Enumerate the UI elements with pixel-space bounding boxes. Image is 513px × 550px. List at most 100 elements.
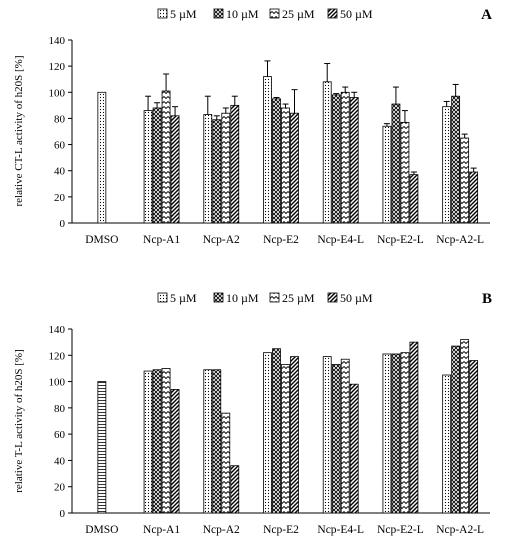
- legend: 5 µM 10 µM 25 µM 50 µM: [157, 291, 373, 305]
- bar-Ncp-E2-L-5 µM: [382, 125, 392, 224]
- legend-label: 10 µM: [226, 291, 259, 305]
- bar-Ncp-A1-5 µM: [143, 110, 153, 224]
- bar-Ncp-A2-L-50 µM: [469, 171, 479, 224]
- legend-label: 50 µM: [340, 291, 373, 305]
- panel-label: B: [482, 291, 492, 307]
- bar-DMSO-5 µM: [97, 91, 107, 224]
- bar-Ncp-A2-10 µM: [212, 369, 222, 514]
- legend-swatch: [269, 292, 280, 303]
- chart-panel-A: 0 20 40 60 80 100 120 140 relative CT-L activity…: [13, 7, 492, 246]
- bar-Ncp-A2-50 µM: [230, 465, 240, 514]
- y-tick-label: 0: [60, 508, 66, 520]
- bar-Ncp-E4-L-25 µM: [340, 91, 350, 224]
- bar-Ncp-A2-25 µM: [221, 112, 231, 224]
- bar-Ncp-A1-10 µM: [152, 107, 162, 224]
- bar-Ncp-E2-50 µM: [290, 356, 299, 514]
- bar-Ncp-A2-L-5 µM: [442, 106, 452, 224]
- y-tick-label: 80: [54, 113, 66, 125]
- bar-Ncp-A1-50 µM: [170, 115, 180, 224]
- bar-Ncp-E2-10 µM: [272, 348, 281, 514]
- y-tick-label: 120: [49, 350, 66, 362]
- x-tick-label: Ncp-A1: [143, 234, 180, 246]
- bar-Ncp-E4-L-10 µM: [331, 94, 341, 224]
- x-tick-label: DMSO: [85, 234, 118, 246]
- y-tick-label: 100: [49, 87, 66, 99]
- bar-Ncp-E4-L-10 µM: [331, 364, 341, 514]
- legend-swatch: [157, 292, 168, 303]
- bar-DMSO-5 µM: [97, 381, 107, 514]
- y-tick-label: 60: [54, 429, 66, 441]
- y-tick-label: 0: [60, 218, 66, 230]
- y-axis-label: relative CT-L activity of h20S [%]: [13, 55, 25, 206]
- bar-Ncp-E4-L-25 µM: [340, 358, 350, 514]
- x-tick-label: Ncp-E2: [263, 234, 299, 246]
- x-tick-label: Ncp-A1: [143, 524, 180, 536]
- bar-Ncp-E2-L-5 µM: [382, 353, 392, 514]
- bar-Ncp-A2-L-25 µM: [460, 137, 470, 224]
- x-tick-label: Ncp-A2-L: [436, 524, 484, 536]
- y-tick-label: 20: [54, 482, 66, 494]
- bar-Ncp-A2-50 µM: [230, 104, 240, 224]
- y-tick-label: 20: [54, 192, 66, 204]
- legend-label: 10 µM: [226, 7, 259, 21]
- bar-Ncp-A2-L-25 µM: [460, 339, 470, 514]
- x-tick-label: Ncp-E4-L: [317, 524, 364, 536]
- y-axis-label: relative T-L activity of h20S [%]: [13, 349, 25, 492]
- y-tick-label: 120: [49, 61, 66, 73]
- chart-panel-B: 0 20 40 60 80 100 120 140 relative T-L activity …: [13, 291, 492, 536]
- bar-Ncp-E2-10 µM: [272, 98, 281, 224]
- legend-label: 25 µM: [282, 7, 315, 21]
- legend-swatch: [213, 8, 224, 19]
- legend-label: 5 µM: [170, 291, 197, 305]
- y-tick-label: 40: [54, 455, 66, 467]
- bar-Ncp-E2-25 µM: [281, 364, 290, 514]
- x-tick-label: Ncp-A2-L: [436, 234, 484, 246]
- bar-Ncp-A2-25 µM: [221, 412, 231, 514]
- bar-Ncp-E4-L-5 µM: [322, 356, 332, 514]
- chart-panels: 0 20 40 60 80 100 120 140 relative CT-L activity…: [13, 7, 492, 536]
- bar-Ncp-E4-L-50 µM: [349, 383, 359, 514]
- y-tick-label: 40: [54, 166, 66, 178]
- bar-Ncp-A1-25 µM: [161, 90, 171, 224]
- x-tick-label: Ncp-E2-L: [377, 524, 424, 536]
- legend-swatch: [269, 8, 280, 19]
- x-tick-label: DMSO: [85, 524, 118, 536]
- legend-label: 5 µM: [170, 7, 197, 21]
- bar-Ncp-E2-L-25 µM: [400, 352, 410, 514]
- legend-label: 25 µM: [282, 291, 315, 305]
- bar-Ncp-E2-50 µM: [290, 112, 299, 224]
- legend-label: 50 µM: [340, 7, 373, 21]
- legend-swatch: [327, 8, 338, 19]
- bar-Ncp-E2-L-10 µM: [391, 353, 401, 514]
- y-tick-label: 140: [49, 35, 66, 47]
- legend-swatch: [157, 8, 168, 19]
- y-tick-label: 140: [49, 324, 66, 336]
- x-tick-label: Ncp-A2: [203, 524, 240, 536]
- y-tick-label: 80: [54, 403, 66, 415]
- bar-Ncp-A1-25 µM: [161, 368, 171, 514]
- bar-Ncp-A2-L-5 µM: [442, 374, 452, 514]
- x-tick-label: Ncp-A2: [203, 234, 240, 246]
- bar-Ncp-A2-5 µM: [203, 369, 213, 514]
- bar-Ncp-E2-5 µM: [263, 76, 272, 224]
- bar-Ncp-E4-L-5 µM: [322, 81, 332, 224]
- bar-Ncp-E2-L-25 µM: [400, 121, 410, 224]
- x-tick-label: Ncp-E2-L: [377, 234, 424, 246]
- bar-Ncp-A2-5 µM: [203, 114, 213, 224]
- bar-Ncp-A2-L-10 µM: [451, 345, 461, 514]
- bar-Ncp-E2-L-10 µM: [391, 103, 401, 224]
- bar-Ncp-A1-5 µM: [143, 370, 153, 514]
- bar-Ncp-A2-10 µM: [212, 119, 222, 224]
- legend-swatch: [213, 292, 224, 303]
- y-tick-label: 60: [54, 140, 66, 152]
- legend: 5 µM 10 µM 25 µM 50 µM: [157, 7, 373, 21]
- y-tick-label: 100: [49, 377, 66, 389]
- bar-Ncp-A2-L-10 µM: [451, 95, 461, 224]
- bar-Ncp-E2-5 µM: [263, 352, 272, 514]
- bar-Ncp-A1-50 µM: [170, 389, 180, 514]
- legend-swatch: [327, 292, 338, 303]
- bar-Ncp-E2-25 µM: [281, 107, 290, 224]
- x-tick-label: Ncp-E2: [263, 524, 299, 536]
- bar-Ncp-E4-L-50 µM: [349, 97, 359, 224]
